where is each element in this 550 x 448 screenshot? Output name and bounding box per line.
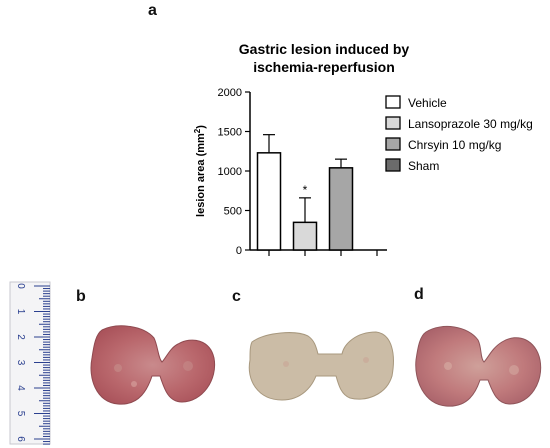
- bar: [256, 152, 282, 251]
- stomach-photo-lansoprazole: [248, 331, 394, 401]
- legend-swatch: [385, 116, 401, 130]
- bars-group: *: [250, 134, 387, 256]
- legend: Vehicle Lansoprazole 30 mg/kg Chrsyin 10 m…: [385, 95, 533, 173]
- bar-chart: Gastric lesion induced by ischemia-reper…: [193, 41, 533, 257]
- ruler-number: 4: [15, 385, 26, 391]
- bar: [328, 167, 354, 251]
- panel-letter-d: d: [414, 286, 424, 303]
- stomach-photo-vehicle: [90, 325, 216, 405]
- ruler-number: 6: [15, 436, 26, 442]
- bar: [292, 221, 318, 251]
- ruler-number: 3: [15, 360, 26, 366]
- y-tick-label: 1000: [218, 166, 242, 178]
- ruler-number: 0: [15, 283, 26, 289]
- ruler-number: 1: [15, 309, 26, 315]
- legend-swatch: [385, 137, 401, 151]
- legend-swatch: [385, 95, 401, 109]
- y-axis-label: lesion area (mm2): [193, 125, 208, 217]
- legend-label: Lansoprazole 30 mg/kg: [408, 117, 533, 131]
- y-tick-label: 500: [224, 206, 242, 218]
- panel-letter-a: a: [148, 2, 157, 19]
- stomach-photo-chrysin: [415, 325, 542, 407]
- chart-title-line1: Gastric lesion induced by: [239, 41, 410, 57]
- legend-label: Vehicle: [408, 96, 447, 110]
- y-tick-label: 0: [236, 245, 242, 257]
- ruler-number: 5: [15, 411, 26, 417]
- legend-label: Chrsyin 10 mg/kg: [408, 138, 501, 152]
- y-tick-label: 2000: [218, 87, 242, 99]
- significance-marker: *: [303, 183, 308, 197]
- legend-label: Sham: [408, 159, 439, 173]
- legend-swatch: [385, 158, 401, 172]
- panel-letter-c: c: [232, 288, 241, 305]
- chart-title-line2: ischemia-reperfusion: [253, 59, 395, 75]
- y-tick-label: 1500: [218, 127, 242, 139]
- y-axis: 0 500 1000 1500 2000: [218, 87, 251, 257]
- ruler-image: 0 1 2 3 4 5 6: [9, 281, 51, 445]
- ruler-number: 2: [15, 334, 26, 340]
- panel-letter-b: b: [76, 288, 86, 305]
